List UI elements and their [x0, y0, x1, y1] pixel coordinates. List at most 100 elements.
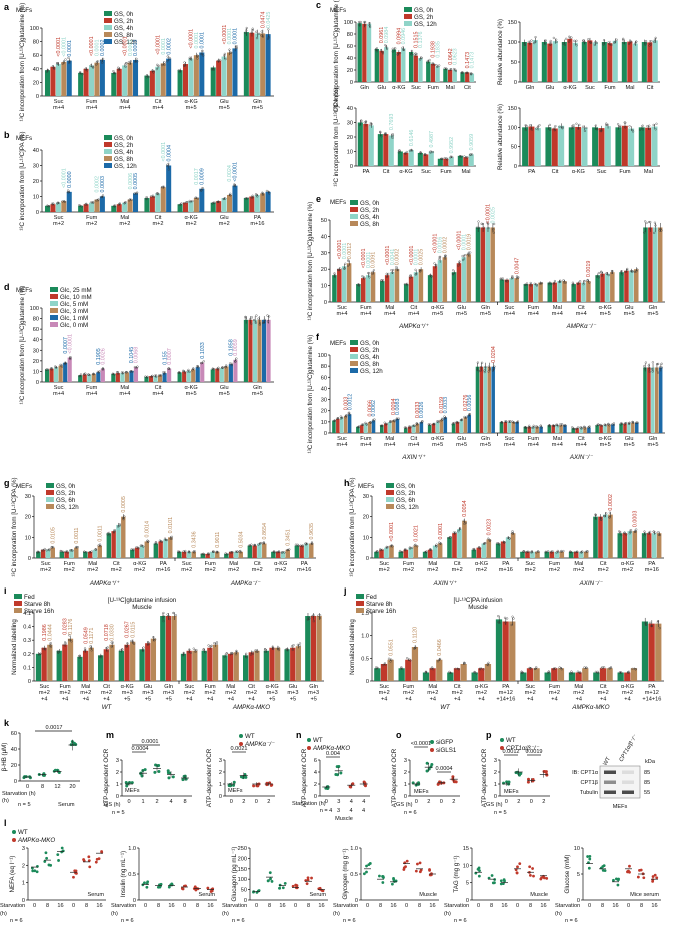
replicate-dot: [457, 264, 460, 267]
p-value: <0.0001: [122, 36, 128, 56]
replicate-dot: [125, 62, 128, 65]
category-group: PAm+160.9635: [294, 523, 315, 573]
bar: [233, 551, 239, 558]
replicate-dot: [277, 550, 280, 554]
replicate-dot: [572, 123, 575, 127]
replicate-dot: [358, 24, 361, 27]
replicate-dot: [136, 365, 139, 368]
p-value: 0.0330: [110, 624, 116, 641]
replicate-dot: [343, 267, 346, 270]
bar: [247, 545, 253, 558]
category-group: Suc: [592, 122, 611, 175]
n-note: n = 6: [232, 918, 245, 924]
replicate-dot: [46, 204, 49, 207]
replicate-dot: [56, 650, 60, 653]
p-value: 0.0001: [438, 523, 444, 540]
context-label: MEFs: [414, 789, 429, 795]
y-tick-label: 20: [321, 409, 327, 415]
x-tick-label-line: m+4: [576, 311, 587, 317]
x-tick-label-line: m+2: [60, 690, 71, 696]
bar: [294, 545, 300, 558]
bar: [619, 272, 624, 302]
replicate-dot: [523, 426, 527, 429]
replicate-dot: [222, 197, 226, 201]
y-axis-label: ¹³C incorporation from [U-¹³C]glutamine …: [307, 335, 314, 454]
kda-marker: 85: [644, 780, 650, 786]
bar: [207, 647, 213, 681]
bar: [149, 70, 155, 96]
replicate-dot: [344, 416, 347, 419]
replicate-dot: [84, 67, 87, 70]
replicate-dot: [379, 49, 383, 52]
group-label: AMPKα⁻/⁻: [566, 323, 597, 330]
bar: [266, 319, 271, 382]
legend-swatch: [46, 497, 54, 502]
replicate-dot: [157, 64, 160, 67]
p-value: 0.5034: [238, 531, 244, 548]
replicate-dot: [464, 254, 467, 257]
replicate-dot: [306, 878, 310, 882]
replicate-dot: [491, 881, 495, 885]
y-tick-label: 80: [321, 364, 327, 370]
replicate-dot: [599, 518, 602, 521]
replicate-dot: [452, 269, 455, 272]
y-axis-label: ATP-dependent OCR: [301, 748, 308, 807]
bar: [177, 372, 182, 382]
blot-lane-label: CPT1α/β⁻/⁻: [619, 733, 640, 763]
replicate-dot: [122, 518, 125, 521]
replicate-dot: [239, 549, 242, 553]
x-tick-label-line: m+5: [432, 442, 443, 448]
replicate-dot: [224, 366, 227, 369]
replicate-dot: [253, 544, 256, 547]
blot-band: [622, 790, 634, 794]
point-group: 0: [227, 780, 236, 805]
x-tick-label-line: m+16: [297, 567, 311, 573]
bar: [523, 426, 528, 433]
bar: [61, 62, 67, 96]
y-tick-label: 20: [33, 359, 39, 365]
bar: [346, 263, 352, 302]
bar: [94, 199, 100, 212]
x-tick-label-line: m+2: [452, 567, 463, 573]
x-tick-label-line: m+4: [552, 311, 563, 317]
x-tick-label: Cit: [464, 85, 471, 91]
replicate-dot: [446, 158, 449, 161]
bar: [533, 284, 538, 302]
x-tick-label: 2: [242, 799, 245, 805]
replicate-dot: [229, 362, 232, 365]
legend-swatch: [104, 25, 112, 30]
replicate-dot: [625, 421, 628, 425]
x-tick-label-line: m+4: [576, 442, 587, 448]
y-tick-label: 50: [321, 218, 327, 224]
replicate-dot: [613, 41, 616, 44]
legend-label: Starve 16h: [366, 608, 396, 615]
legend-swatch: [14, 594, 22, 599]
bar: [403, 152, 409, 166]
bar: [486, 539, 492, 558]
replicate-dot: [444, 416, 447, 419]
x-tick-label: 0: [72, 903, 75, 909]
kda-header: kDa: [645, 759, 656, 765]
replicate-dot: [660, 362, 663, 365]
replicate-dot: [373, 418, 376, 421]
replicate-dot: [363, 277, 366, 280]
y-tick-label: 0: [355, 898, 358, 904]
x-tick-label: 0: [26, 784, 29, 790]
replicate-dot: [384, 133, 387, 136]
replicate-dot: [183, 202, 186, 205]
panel-letter: l: [4, 818, 7, 828]
bar: [260, 33, 266, 96]
bar: [487, 366, 492, 433]
replicate-dot: [466, 252, 470, 255]
replicate-dot: [46, 368, 49, 371]
replicate-dot: [528, 42, 532, 45]
replicate-dot: [298, 644, 301, 647]
